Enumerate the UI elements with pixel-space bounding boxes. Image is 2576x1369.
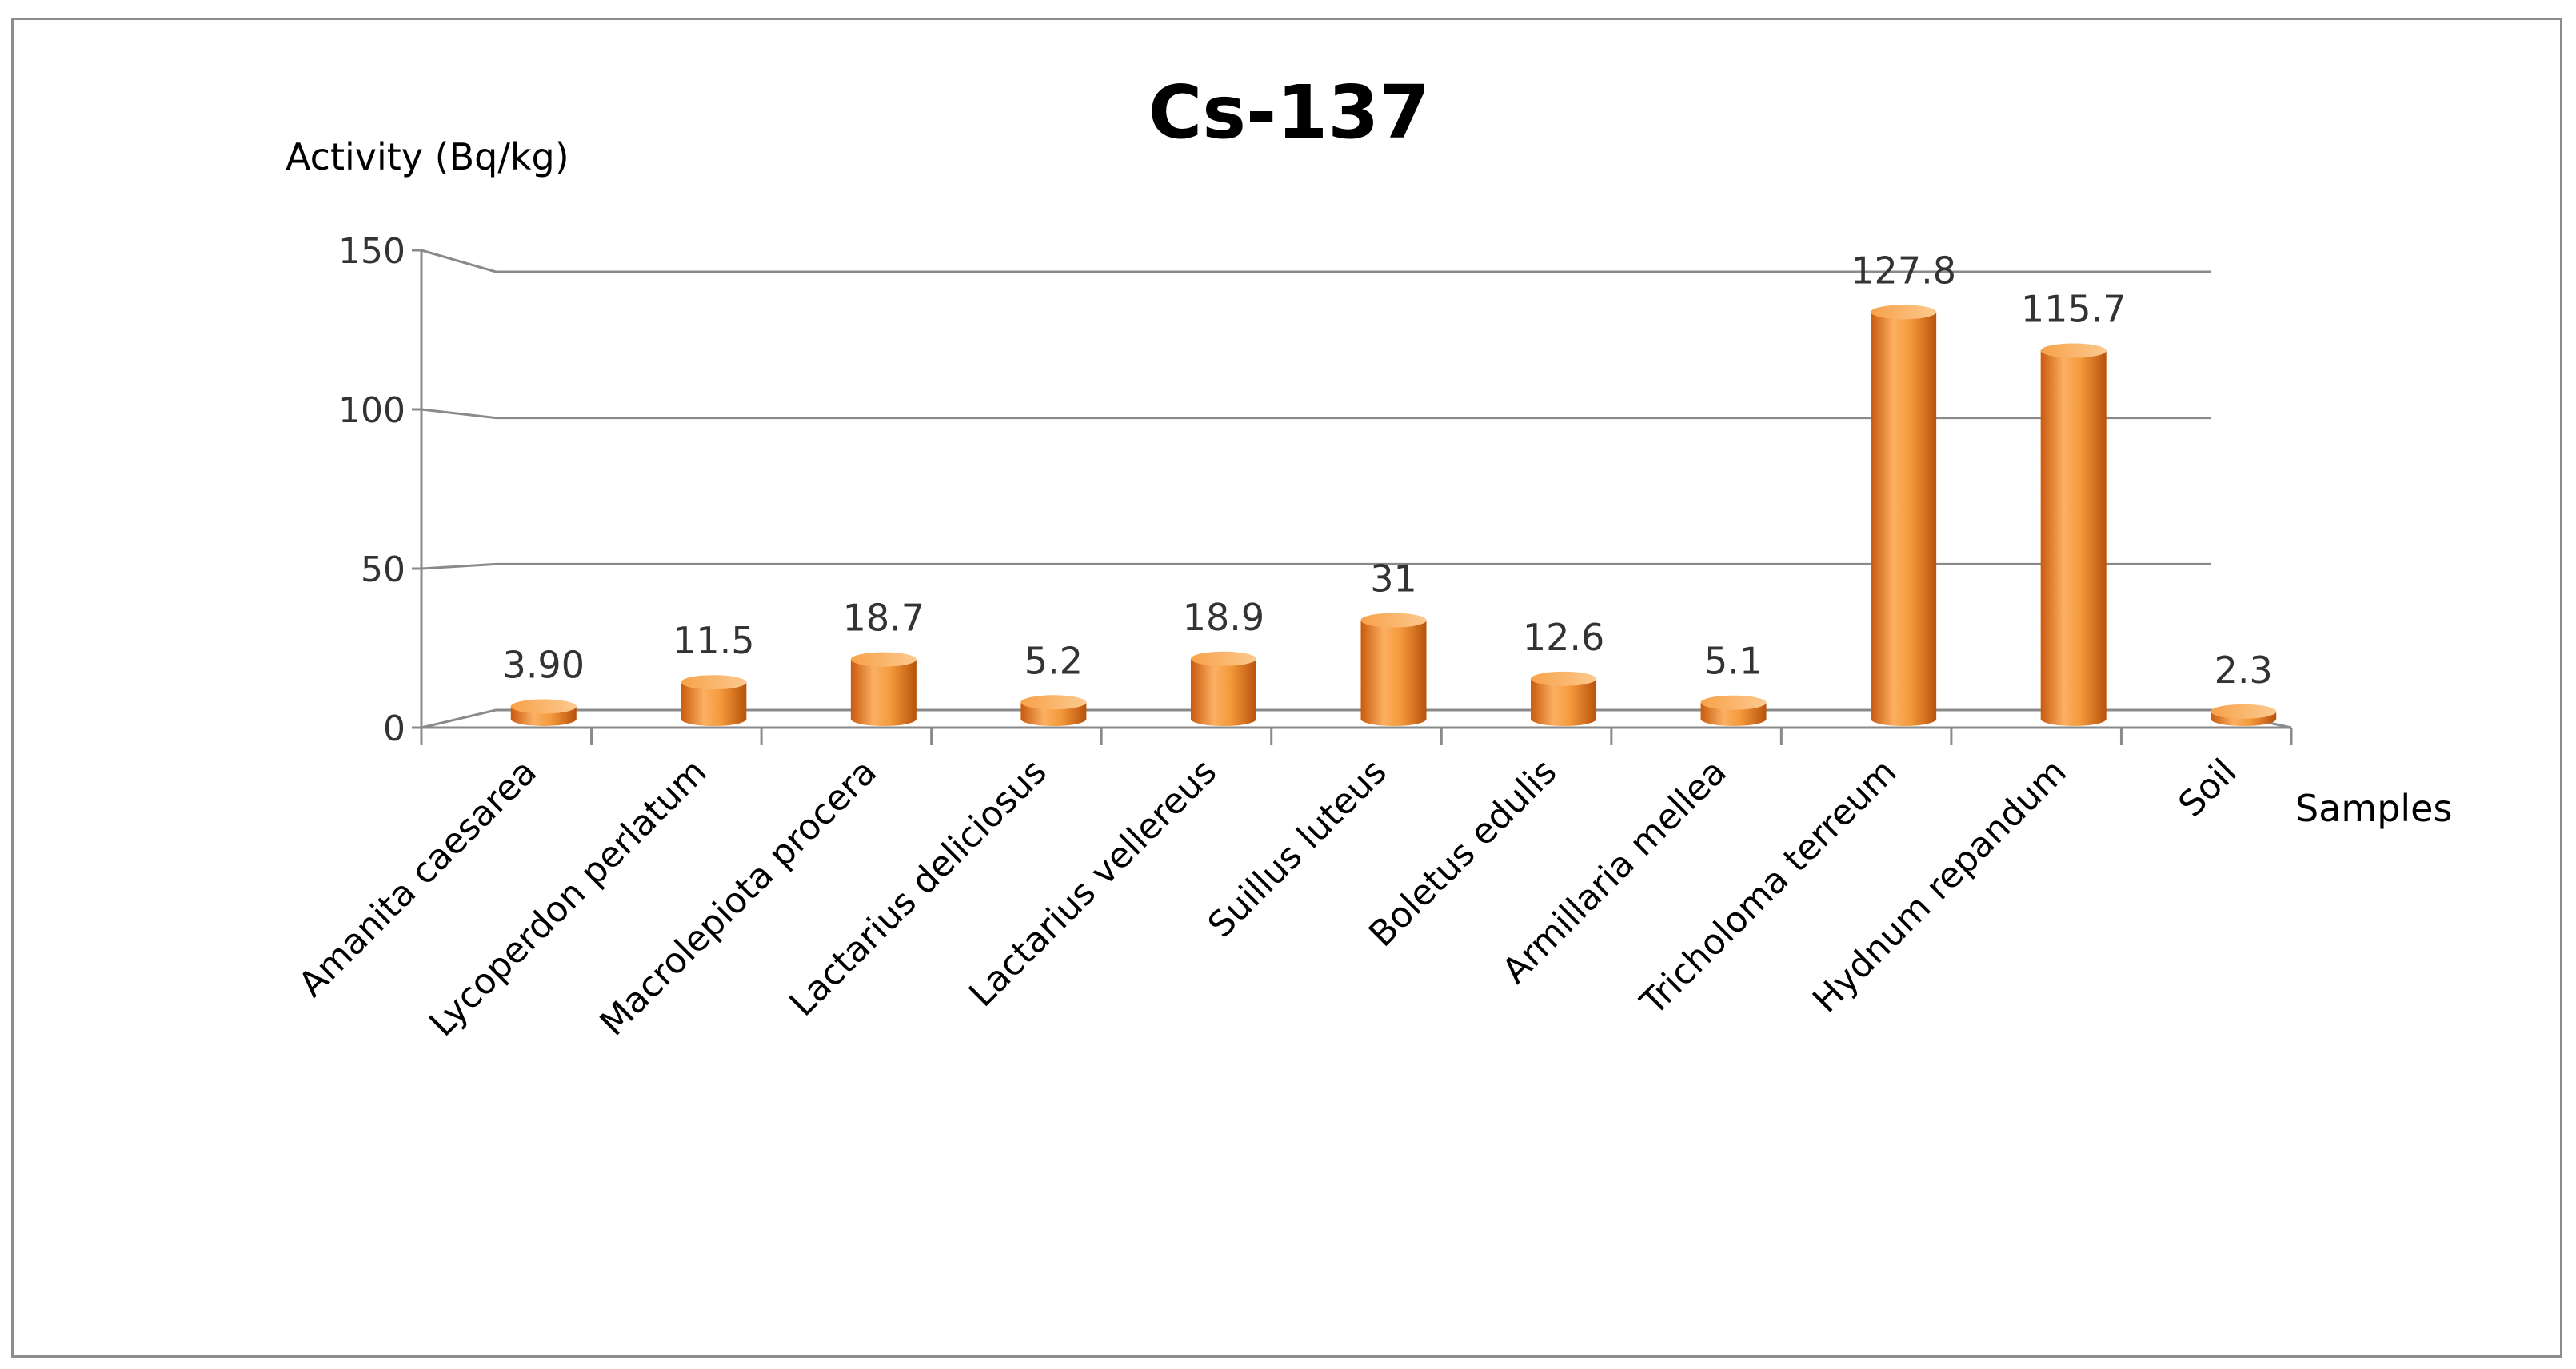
data-label: 127.8 [1851,249,1956,292]
y-tick-label: 150 [338,231,405,272]
data-label: 18.7 [843,597,925,640]
bar [850,652,917,727]
category-label: Suillus luteus [1200,752,1395,946]
bar [1531,671,1597,727]
gridline [421,249,2211,273]
bar [510,699,577,726]
gridline [421,562,2211,570]
data-label: 31 [1370,557,1417,601]
y-axis-title: Activity (Bq/kg) [286,135,569,178]
bar [1360,613,1427,727]
data-label: 11.5 [673,619,754,662]
y-tick-label: 100 [338,390,405,431]
category-label: Soil [2171,752,2244,825]
bar [681,675,747,727]
bars [510,305,2277,727]
data-label: 18.9 [1183,596,1264,639]
category-label: Macrolepiota procera [593,752,885,1044]
y-tick-label: 50 [361,549,405,590]
data-label: 5.2 [1024,639,1083,682]
data-labels: 3.90 11.5 18.7 5.2 18.9 31 12.6 5.1 127.8 115.7 2.… [503,249,2273,691]
x-axis-title: Samples [2295,787,2452,830]
data-label: 115.7 [2021,288,2127,331]
axes [412,249,2293,745]
y-tick-label: 0 [383,708,405,749]
data-label: 2.3 [2215,649,2273,692]
bar [1700,695,1767,726]
chart-title: Cs-137 [1148,70,1431,155]
bar [2211,704,2277,727]
gridline [421,408,2211,420]
chart-frame [11,18,2562,1358]
data-label: 12.6 [1523,616,1604,659]
bar [2040,343,2107,726]
data-label: 5.1 [1704,640,1763,683]
y-tick-labels: 0 50 100 150 [338,231,405,749]
gridlines [421,249,2211,570]
category-label: Lycoperdon perlatum [421,752,714,1044]
bar [1190,651,1256,727]
bar [1871,305,1937,727]
bar [1020,695,1087,727]
data-label: 3.90 [503,643,585,686]
floor [421,708,2292,729]
